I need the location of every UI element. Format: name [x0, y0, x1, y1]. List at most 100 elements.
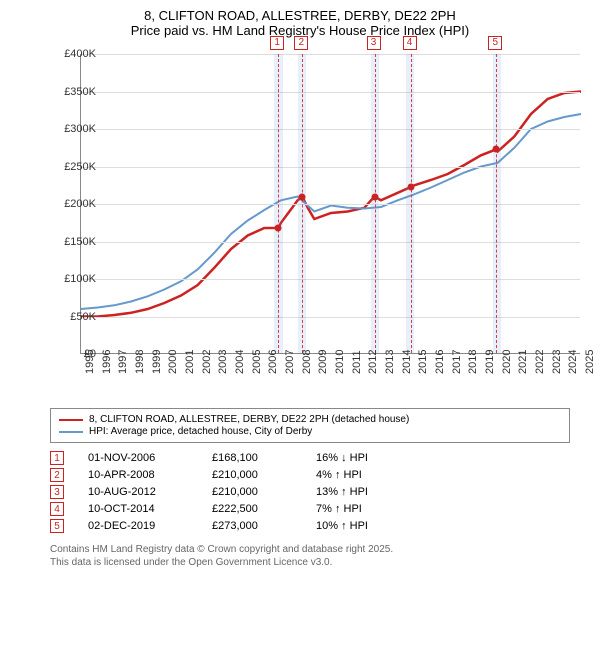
- transaction-pct: 13% ↑ HPI: [316, 486, 406, 498]
- legend-label: HPI: Average price, detached house, City…: [89, 426, 312, 437]
- series-marker: [407, 184, 414, 191]
- x-tick-label: 2014: [401, 350, 413, 374]
- transaction-price: £210,000: [212, 469, 292, 481]
- x-tick-label: 2002: [201, 350, 213, 374]
- transaction-pct: 16% ↓ HPI: [316, 452, 406, 464]
- transaction-date: 01-NOV-2006: [88, 452, 188, 464]
- y-tick-label: £150K: [46, 236, 96, 248]
- event-line: [496, 54, 497, 353]
- x-tick-label: 2020: [501, 350, 513, 374]
- legend-label: 8, CLIFTON ROAD, ALLESTREE, DERBY, DE22 …: [89, 414, 409, 425]
- x-tick-label: 2005: [251, 350, 263, 374]
- legend-swatch: [59, 419, 83, 421]
- chart-container: 8, CLIFTON ROAD, ALLESTREE, DERBY, DE22 …: [0, 0, 600, 577]
- y-tick-label: £50K: [46, 311, 96, 323]
- x-tick-label: 1999: [151, 350, 163, 374]
- gridline-h: [81, 92, 580, 93]
- y-tick-label: £300K: [46, 123, 96, 135]
- x-tick-label: 2007: [284, 350, 296, 374]
- y-tick-label: £350K: [46, 86, 96, 98]
- x-tick-label: 2008: [301, 350, 313, 374]
- event-line: [411, 54, 412, 353]
- event-marker-box: 2: [294, 36, 308, 50]
- transaction-num: 4: [50, 502, 64, 516]
- x-tick-label: 2015: [417, 350, 429, 374]
- transaction-pct: 4% ↑ HPI: [316, 469, 406, 481]
- x-tick-label: 2000: [167, 350, 179, 374]
- legend-item: HPI: Average price, detached house, City…: [59, 426, 561, 437]
- event-marker-box: 1: [270, 36, 284, 50]
- transaction-price: £168,100: [212, 452, 292, 464]
- x-tick-label: 2019: [484, 350, 496, 374]
- x-tick-label: 2003: [217, 350, 229, 374]
- x-tick-label: 2017: [451, 350, 463, 374]
- chart-area: £0£50K£100K£150K£200K£250K£300K£350K£400…: [40, 44, 600, 404]
- event-marker-box: 5: [488, 36, 502, 50]
- transaction-row: 5 02-DEC-2019 £273,000 10% ↑ HPI: [50, 519, 590, 533]
- transaction-date: 10-APR-2008: [88, 469, 188, 481]
- x-tick-label: 2010: [334, 350, 346, 374]
- series-marker: [275, 224, 282, 231]
- event-marker-box: 4: [403, 36, 417, 50]
- x-tick-label: 2012: [367, 350, 379, 374]
- footer-attribution: Contains HM Land Registry data © Crown c…: [50, 543, 590, 569]
- gridline-h: [81, 242, 580, 243]
- transaction-row: 1 01-NOV-2006 £168,100 16% ↓ HPI: [50, 451, 590, 465]
- transaction-row: 2 10-APR-2008 £210,000 4% ↑ HPI: [50, 468, 590, 482]
- transaction-pct: 10% ↑ HPI: [316, 520, 406, 532]
- x-tick-label: 1996: [101, 350, 113, 374]
- x-tick-label: 2025: [584, 350, 596, 374]
- gridline-h: [81, 129, 580, 130]
- x-tick-label: 2009: [317, 350, 329, 374]
- footer-line1: Contains HM Land Registry data © Crown c…: [50, 543, 590, 556]
- x-tick-label: 2018: [467, 350, 479, 374]
- series-marker: [371, 193, 378, 200]
- footer-line2: This data is licensed under the Open Gov…: [50, 556, 590, 569]
- series-marker: [299, 193, 306, 200]
- gridline-h: [81, 279, 580, 280]
- x-tick-label: 1997: [117, 350, 129, 374]
- series-marker: [493, 146, 500, 153]
- event-line: [302, 54, 303, 353]
- gridline-h: [81, 54, 580, 55]
- transaction-num: 3: [50, 485, 64, 499]
- y-tick-label: £100K: [46, 273, 96, 285]
- chart-title: 8, CLIFTON ROAD, ALLESTREE, DERBY, DE22 …: [10, 8, 590, 38]
- transaction-price: £273,000: [212, 520, 292, 532]
- event-marker-box: 3: [367, 36, 381, 50]
- transaction-num: 1: [50, 451, 64, 465]
- transaction-num: 2: [50, 468, 64, 482]
- x-tick-label: 1998: [134, 350, 146, 374]
- x-tick-label: 2023: [551, 350, 563, 374]
- gridline-h: [81, 204, 580, 205]
- x-tick-label: 2001: [184, 350, 196, 374]
- transaction-num: 5: [50, 519, 64, 533]
- transaction-date: 02-DEC-2019: [88, 520, 188, 532]
- transaction-row: 410-OCT-2014£222,5007% ↑ HPI: [50, 502, 590, 516]
- y-tick-label: £400K: [46, 48, 96, 60]
- x-tick-label: 2006: [267, 350, 279, 374]
- event-line: [278, 54, 279, 353]
- legend: 8, CLIFTON ROAD, ALLESTREE, DERBY, DE22 …: [50, 408, 570, 443]
- x-tick-label: 1995: [84, 350, 96, 374]
- gridline-h: [81, 317, 580, 318]
- x-tick-label: 2013: [384, 350, 396, 374]
- transaction-row: 3 10-AUG-2012 £210,000 13% ↑ HPI: [50, 485, 590, 499]
- transaction-price: £210,000: [212, 486, 292, 498]
- transactions-table: 1 01-NOV-2006 £168,100 16% ↓ HPI 2 10-APR-200…: [50, 451, 590, 533]
- transaction-pct: 7% ↑ HPI: [316, 503, 406, 515]
- x-tick-label: 2024: [567, 350, 579, 374]
- x-tick-label: 2021: [517, 350, 529, 374]
- title-address: 8, CLIFTON ROAD, ALLESTREE, DERBY, DE22 …: [10, 8, 590, 23]
- x-tick-label: 2004: [234, 350, 246, 374]
- legend-item: 8, CLIFTON ROAD, ALLESTREE, DERBY, DE22 …: [59, 414, 561, 425]
- x-tick-label: 2016: [434, 350, 446, 374]
- x-tick-label: 2022: [534, 350, 546, 374]
- transaction-date: 10-OCT-2014: [88, 503, 188, 515]
- y-tick-label: £200K: [46, 198, 96, 210]
- gridline-h: [81, 167, 580, 168]
- plot-region: [80, 54, 580, 354]
- event-line: [375, 54, 376, 353]
- legend-swatch: [59, 431, 83, 433]
- transaction-date: 10-AUG-2012: [88, 486, 188, 498]
